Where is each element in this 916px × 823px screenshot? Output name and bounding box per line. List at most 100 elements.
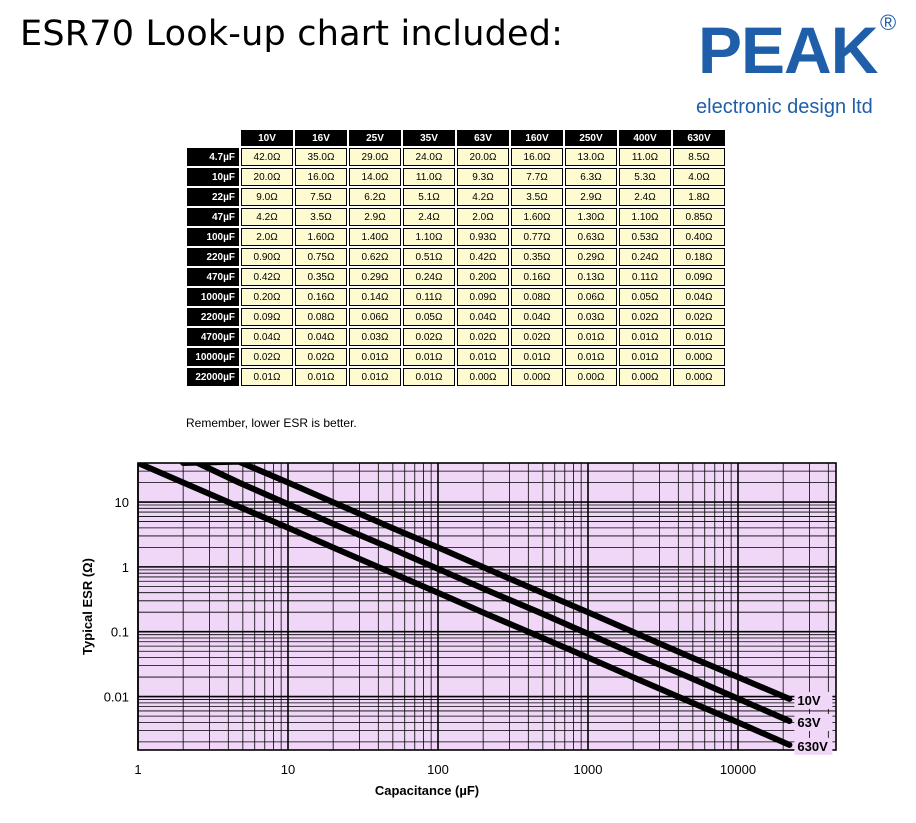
esr-cell: 1.8Ω	[673, 188, 725, 206]
esr-cell: 29.0Ω	[349, 148, 401, 166]
esr-cell: 14.0Ω	[349, 168, 401, 186]
esr-cell: 0.08Ω	[295, 308, 347, 326]
x-axis-label: Capacitance (µF)	[375, 783, 479, 798]
row-header: 220µF	[187, 248, 239, 266]
column-header: 25V	[349, 130, 401, 146]
esr-cell: 0.01Ω	[349, 348, 401, 366]
esr-cell: 0.00Ω	[673, 368, 725, 386]
esr-cell: 0.02Ω	[403, 328, 455, 346]
esr-cell: 0.14Ω	[349, 288, 401, 306]
esr-cell: 1.30Ω	[565, 208, 617, 226]
esr-cell: 0.01Ω	[403, 368, 455, 386]
esr-cell: 0.51Ω	[403, 248, 455, 266]
esr-cell: 4.2Ω	[241, 208, 293, 226]
esr-cell: 5.1Ω	[403, 188, 455, 206]
logo-word: PEAK	[698, 13, 878, 87]
esr-cell: 0.11Ω	[403, 288, 455, 306]
esr-cell: 0.04Ω	[673, 288, 725, 306]
y-tick-label: 10	[115, 495, 129, 510]
x-tick-label: 10000	[720, 762, 756, 777]
column-header: 16V	[295, 130, 347, 146]
esr-cell: 0.93Ω	[457, 228, 509, 246]
esr-cell: 0.77Ω	[511, 228, 563, 246]
esr-cell: 6.2Ω	[349, 188, 401, 206]
esr-note: Remember, lower ESR is better.	[186, 416, 357, 430]
esr-cell: 0.04Ω	[241, 328, 293, 346]
esr-cell: 0.42Ω	[241, 268, 293, 286]
series-line-10v	[180, 463, 793, 702]
esr-cell: 0.53Ω	[619, 228, 671, 246]
row-header: 10000µF	[187, 348, 239, 366]
series-label-bg	[794, 714, 833, 732]
table-row: 2200µF 0.09Ω 0.08Ω 0.06Ω 0.05Ω 0.04Ω 0.04Ω 0.03…	[187, 308, 725, 326]
esr-cell: 7.7Ω	[511, 168, 563, 186]
row-header: 2200µF	[187, 308, 239, 326]
esr-cell: 42.0Ω	[241, 148, 293, 166]
esr-cell: 0.05Ω	[619, 288, 671, 306]
row-header: 4.7µF	[187, 148, 239, 166]
esr-cell: 20.0Ω	[457, 148, 509, 166]
esr-cell: 0.08Ω	[511, 288, 563, 306]
esr-cell: 0.03Ω	[349, 328, 401, 346]
esr-cell: 2.0Ω	[241, 228, 293, 246]
esr-cell: 0.03Ω	[565, 308, 617, 326]
esr-cell: 0.24Ω	[619, 248, 671, 266]
esr-cell: 2.4Ω	[619, 188, 671, 206]
esr-cell: 1.40Ω	[349, 228, 401, 246]
esr-cell: 2.9Ω	[565, 188, 617, 206]
esr-cell: 0.13Ω	[565, 268, 617, 286]
esr-cell: 0.01Ω	[673, 328, 725, 346]
esr-cell: 0.02Ω	[511, 328, 563, 346]
esr-cell: 7.5Ω	[295, 188, 347, 206]
esr-cell: 3.5Ω	[295, 208, 347, 226]
esr-cell: 1.10Ω	[619, 208, 671, 226]
column-header: 630V	[673, 130, 725, 146]
table-row: 22µF 9.0Ω 7.5Ω 6.2Ω 5.1Ω 4.2Ω 3.5Ω 2.9Ω 2.4Ω 1.8Ω	[187, 188, 725, 206]
column-header: 10V	[241, 130, 293, 146]
esr-cell: 0.01Ω	[295, 368, 347, 386]
esr-cell: 2.0Ω	[457, 208, 509, 226]
esr-cell: 3.5Ω	[511, 188, 563, 206]
table-row: 220µF 0.90Ω 0.75Ω 0.62Ω 0.51Ω 0.42Ω 0.35Ω 0.29Ω…	[187, 248, 725, 266]
x-tick-label: 1000	[574, 762, 603, 777]
esr-cell: 0.85Ω	[673, 208, 725, 226]
series-label: 10V	[797, 693, 820, 708]
column-header: 63V	[457, 130, 509, 146]
esr-cell: 9.0Ω	[241, 188, 293, 206]
table-body: 4.7µF 42.0Ω 35.0Ω 29.0Ω 24.0Ω 20.0Ω 16.0Ω 13.0Ω…	[187, 148, 725, 386]
esr-cell: 0.01Ω	[457, 348, 509, 366]
esr-cell: 0.04Ω	[511, 308, 563, 326]
table-row: 470µF 0.42Ω 0.35Ω 0.29Ω 0.24Ω 0.20Ω 0.16Ω 0.13Ω…	[187, 268, 725, 286]
table-row: 4700µF 0.04Ω 0.04Ω 0.03Ω 0.02Ω 0.02Ω 0.02Ω 0.01…	[187, 328, 725, 346]
logo-subtitle: electronic design ltd	[696, 96, 873, 118]
esr-cell: 1.10Ω	[403, 228, 455, 246]
esr-cell: 0.06Ω	[349, 308, 401, 326]
esr-cell: 0.75Ω	[295, 248, 347, 266]
series-label: 630V	[797, 739, 828, 754]
esr-cell: 0.09Ω	[241, 308, 293, 326]
esr-cell: 16.0Ω	[295, 168, 347, 186]
esr-cell: 0.35Ω	[511, 248, 563, 266]
x-tick-label: 10	[281, 762, 295, 777]
table-row: 22000µF 0.01Ω 0.01Ω 0.01Ω 0.01Ω 0.00Ω 0.00Ω 0.0…	[187, 368, 725, 386]
esr-cell: 5.3Ω	[619, 168, 671, 186]
row-header: 1000µF	[187, 288, 239, 306]
x-tick-label: 1	[134, 762, 141, 777]
table-row: 100µF 2.0Ω 1.60Ω 1.40Ω 1.10Ω 0.93Ω 0.77Ω 0.63Ω 0…	[187, 228, 725, 246]
esr-cell: 1.60Ω	[511, 208, 563, 226]
series-label-bg	[794, 737, 833, 755]
esr-cell: 0.20Ω	[241, 288, 293, 306]
esr-cell: 0.04Ω	[457, 308, 509, 326]
series-line-63v	[194, 463, 793, 724]
table-header-row: 10V 16V 25V 35V 63V 160V 250V 400V 630V	[187, 130, 725, 146]
slide-title: ESR70 Look-up chart included:	[20, 14, 564, 54]
esr-cell: 8.5Ω	[673, 148, 725, 166]
y-axis-label: Typical ESR (Ω)	[80, 558, 95, 655]
registered-mark: ®	[880, 10, 897, 35]
y-tick-label: 1	[122, 560, 129, 575]
esr-cell: 2.9Ω	[349, 208, 401, 226]
esr-cell: 0.01Ω	[349, 368, 401, 386]
esr-cell: 0.40Ω	[673, 228, 725, 246]
table-row: 1000µF 0.20Ω 0.16Ω 0.14Ω 0.11Ω 0.09Ω 0.08Ω 0.06…	[187, 288, 725, 306]
